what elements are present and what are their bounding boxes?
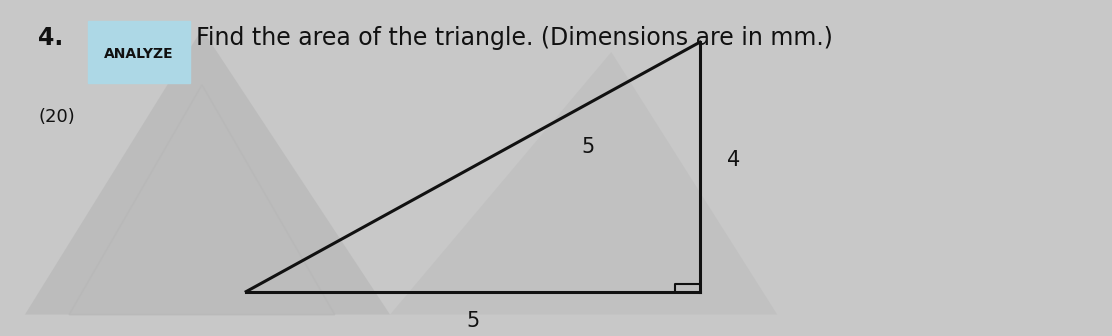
Text: ANALYZE: ANALYZE [105,47,173,61]
Text: (20): (20) [38,108,75,126]
Text: 4.: 4. [38,26,63,50]
Polygon shape [24,29,390,314]
FancyBboxPatch shape [88,21,190,83]
Polygon shape [390,52,777,314]
Text: 5: 5 [582,137,595,157]
Text: 5: 5 [466,311,479,331]
Text: Find the area of the triangle. (Dimensions are in mm.): Find the area of the triangle. (Dimensio… [197,26,833,50]
Text: 4: 4 [727,150,741,170]
